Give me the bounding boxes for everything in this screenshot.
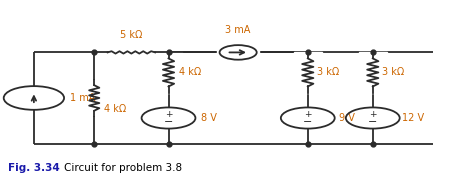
Text: +: + <box>369 110 376 119</box>
Text: 5 kΩ: 5 kΩ <box>120 30 142 40</box>
Bar <box>217 43 259 62</box>
Text: 3 kΩ: 3 kΩ <box>382 68 404 78</box>
Text: +: + <box>304 110 311 119</box>
Text: 3 mA: 3 mA <box>226 25 251 35</box>
Text: 1 mA: 1 mA <box>70 93 95 103</box>
Text: 4 kΩ: 4 kΩ <box>105 104 127 114</box>
Text: 8 V: 8 V <box>201 113 217 123</box>
Bar <box>83 80 106 116</box>
Text: −: − <box>368 117 377 127</box>
Bar <box>294 52 322 92</box>
Text: 12 V: 12 V <box>403 113 425 123</box>
Text: −: − <box>303 117 312 127</box>
Text: 4 kΩ: 4 kΩ <box>179 68 201 78</box>
Bar <box>94 45 169 60</box>
Text: 9 V: 9 V <box>340 113 355 123</box>
Text: −: − <box>164 117 173 127</box>
Text: +: + <box>165 110 172 119</box>
Bar <box>359 52 387 92</box>
Text: Circuit for problem 3.8: Circuit for problem 3.8 <box>64 163 182 173</box>
Text: Fig. 3.34: Fig. 3.34 <box>8 163 60 173</box>
Text: 3 kΩ: 3 kΩ <box>317 68 340 78</box>
Bar <box>155 52 183 92</box>
